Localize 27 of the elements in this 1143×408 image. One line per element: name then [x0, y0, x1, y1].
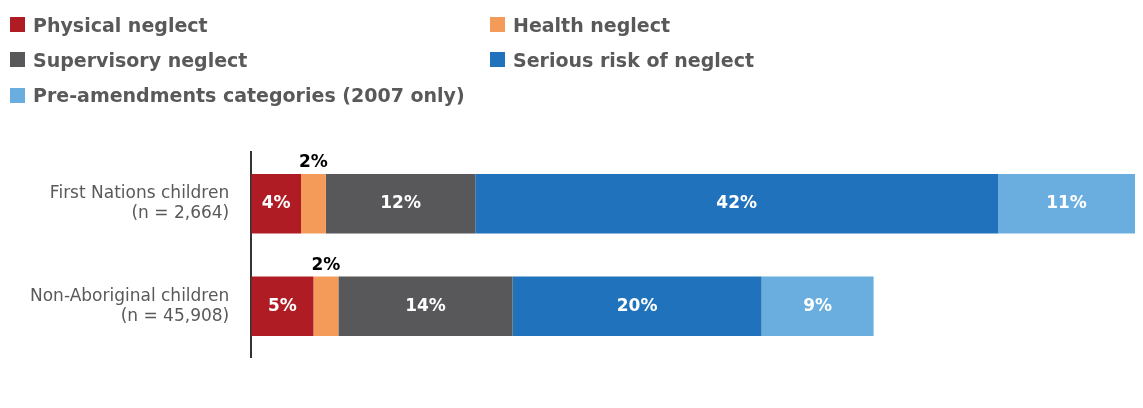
bar [301, 173, 326, 234]
data-label: 5% [267, 294, 297, 315]
bar [251, 276, 314, 337]
legend-label: Serious risk of neglect [513, 48, 755, 71]
data-label: 42% [716, 192, 758, 213]
bar [475, 173, 999, 234]
legend-label: Supervisory neglect [33, 48, 248, 71]
bar [251, 173, 302, 234]
bar [325, 173, 476, 234]
legend-label: Pre-amendments categories (2007 only) [33, 84, 465, 107]
data-label: 20% [616, 294, 658, 315]
data-label: 14% [405, 294, 446, 315]
bar [998, 173, 1135, 234]
data-label: 11% [1046, 192, 1087, 213]
data-label: 4% [261, 192, 291, 213]
data-label: 2% [311, 253, 341, 274]
legend-label: Physical neglect [33, 13, 208, 36]
legend-label: Health neglect [513, 13, 671, 36]
y-tick-label: Non-Aboriginal children (n = 45,908) [29, 284, 230, 325]
bar [512, 276, 762, 337]
data-label: 12% [380, 192, 421, 213]
data-label: 2% [299, 151, 328, 172]
bar [338, 276, 513, 337]
y-tick-label: First Nations children (n = 2,664) [49, 181, 230, 223]
bar [313, 276, 339, 337]
data-label: 9% [803, 294, 833, 315]
bar [761, 276, 874, 337]
